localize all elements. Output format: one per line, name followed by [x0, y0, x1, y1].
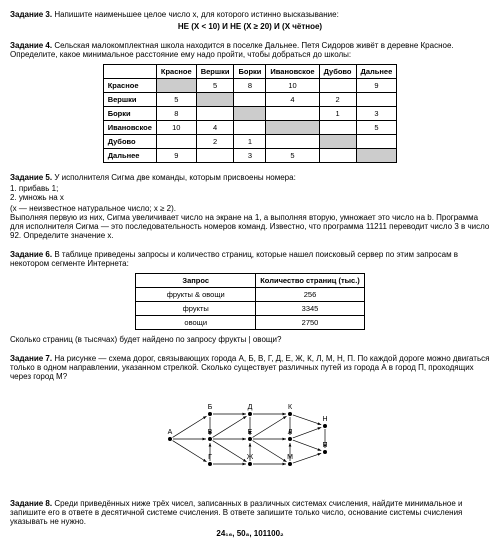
- table-cell: [234, 121, 266, 135]
- svg-text:Б: Б: [208, 404, 213, 411]
- task-3-formula: НЕ (X < 10) И НЕ (X ≥ 20) И (X чётное): [10, 22, 490, 31]
- task-5-intro: У исполнителя Сигма две команды, которым…: [54, 173, 295, 182]
- task-6: Задание 6. В таблице приведены запросы и…: [10, 250, 490, 344]
- table-cell: [319, 121, 356, 135]
- svg-text:К: К: [288, 404, 293, 411]
- task-5-note: (x — неизвестное натуральное число; x ≥ …: [10, 204, 490, 213]
- task-8: Задание 8. Среди приведённых ниже трёх ч…: [10, 499, 490, 538]
- table-cell: 5: [266, 149, 319, 163]
- table-cell: 1: [234, 135, 266, 149]
- task-4-title: Задание 4.: [10, 41, 52, 50]
- svg-text:Д: Д: [248, 404, 253, 411]
- table-header: Дальнее: [356, 65, 397, 79]
- table-cell: [266, 107, 319, 121]
- table-cell: 2: [319, 93, 356, 107]
- row-header: Борки: [103, 107, 156, 121]
- task-5-cmd2: 2. умножь на x: [10, 193, 490, 202]
- table-cell: [196, 107, 234, 121]
- task-3-title: Задание 3.: [10, 10, 52, 19]
- table-header: Красное: [156, 65, 196, 79]
- table-cell: 5: [156, 93, 196, 107]
- task-3: Задание 3. Напишите наименьшее целое чис…: [10, 10, 490, 31]
- task-8-text: Среди приведённых ниже трёх чисел, запис…: [10, 499, 463, 526]
- table-cell: фрукты: [136, 302, 256, 316]
- task-7-text: На рисунке — схема дорог, связывающих го…: [10, 354, 489, 381]
- table-cell: 5: [196, 79, 234, 93]
- table-cell: 9: [356, 79, 397, 93]
- table-cell: 10: [156, 121, 196, 135]
- table-cell: 256: [256, 288, 365, 302]
- table-cell: [156, 79, 196, 93]
- table-header: Запрос: [136, 274, 256, 288]
- table-header: Ивановское: [266, 65, 319, 79]
- table-cell: 3: [356, 107, 397, 121]
- row-header: Дубово: [103, 135, 156, 149]
- task-7-title: Задание 7.: [10, 354, 52, 363]
- svg-text:Е: Е: [248, 429, 253, 436]
- task-8-title: Задание 8.: [10, 499, 52, 508]
- table-cell: [196, 93, 234, 107]
- table-cell: 8: [156, 107, 196, 121]
- task-6-table: ЗапросКоличество страниц (тыс.) фрукты &…: [135, 273, 365, 330]
- table-cell: [266, 135, 319, 149]
- task-6-text: В таблице приведены запросы и количество…: [10, 250, 458, 268]
- svg-text:В: В: [208, 429, 213, 436]
- table-cell: [319, 135, 356, 149]
- table-header: Борки: [234, 65, 266, 79]
- table-cell: [319, 79, 356, 93]
- table-cell: [156, 135, 196, 149]
- task-5-text: Выполняя первую из них, Сигма увеличивае…: [10, 213, 490, 240]
- task-7-diagram: А Б В Г Д Е Ж К Л М Н П: [10, 389, 490, 489]
- table-cell: 4: [196, 121, 234, 135]
- table-cell: 3: [234, 149, 266, 163]
- row-header: Вершки: [103, 93, 156, 107]
- task-8-answer: 24₁₆, 50₈, 101100₂: [10, 529, 490, 538]
- task-5-title: Задание 5.: [10, 173, 52, 182]
- table-header: Количество страниц (тыс.): [256, 274, 365, 288]
- row-header: Дальнее: [103, 149, 156, 163]
- table-cell: фрукты & овощи: [136, 288, 256, 302]
- svg-text:Г: Г: [208, 454, 212, 461]
- table-cell: 2: [196, 135, 234, 149]
- table-cell: 9: [156, 149, 196, 163]
- table-cell: овощи: [136, 316, 256, 330]
- svg-text:Ж: Ж: [247, 454, 254, 461]
- svg-text:П: П: [322, 442, 327, 449]
- table-cell: 2750: [256, 316, 365, 330]
- svg-text:Н: Н: [322, 416, 327, 423]
- task-7: Задание 7. На рисунке — схема дорог, свя…: [10, 354, 490, 489]
- table-cell: [266, 121, 319, 135]
- task-4-text: Сельская малокомплектная школа находится…: [10, 41, 454, 59]
- table-cell: [234, 93, 266, 107]
- task-5-cmd1: 1. прибавь 1;: [10, 184, 490, 193]
- svg-text:Л: Л: [288, 429, 293, 436]
- table-cell: [356, 135, 397, 149]
- svg-text:А: А: [168, 429, 173, 436]
- task-3-text: Напишите наименьшее целое число x, для к…: [54, 10, 338, 19]
- table-cell: 8: [234, 79, 266, 93]
- table-cell: [356, 149, 397, 163]
- table-cell: [234, 107, 266, 121]
- table-cell: [356, 93, 397, 107]
- table-cell: 5: [356, 121, 397, 135]
- task-5: Задание 5. У исполнителя Сигма две коман…: [10, 173, 490, 240]
- table-header: Вершки: [196, 65, 234, 79]
- task-6-title: Задание 6.: [10, 250, 52, 259]
- table-cell: 4: [266, 93, 319, 107]
- row-header: Красное: [103, 79, 156, 93]
- table-cell: 1: [319, 107, 356, 121]
- table-cell: 10: [266, 79, 319, 93]
- task-4-table: КрасноеВершкиБоркиИвановскоеДубовоДальне…: [103, 64, 398, 163]
- table-cell: [319, 149, 356, 163]
- svg-text:М: М: [287, 454, 293, 461]
- table-cell: 3345: [256, 302, 365, 316]
- table-header: [103, 65, 156, 79]
- row-header: Ивановское: [103, 121, 156, 135]
- task-6-question: Сколько страниц (в тысячах) будет найден…: [10, 335, 490, 344]
- table-cell: [196, 149, 234, 163]
- task-4: Задание 4. Сельская малокомплектная школ…: [10, 41, 490, 163]
- table-header: Дубово: [319, 65, 356, 79]
